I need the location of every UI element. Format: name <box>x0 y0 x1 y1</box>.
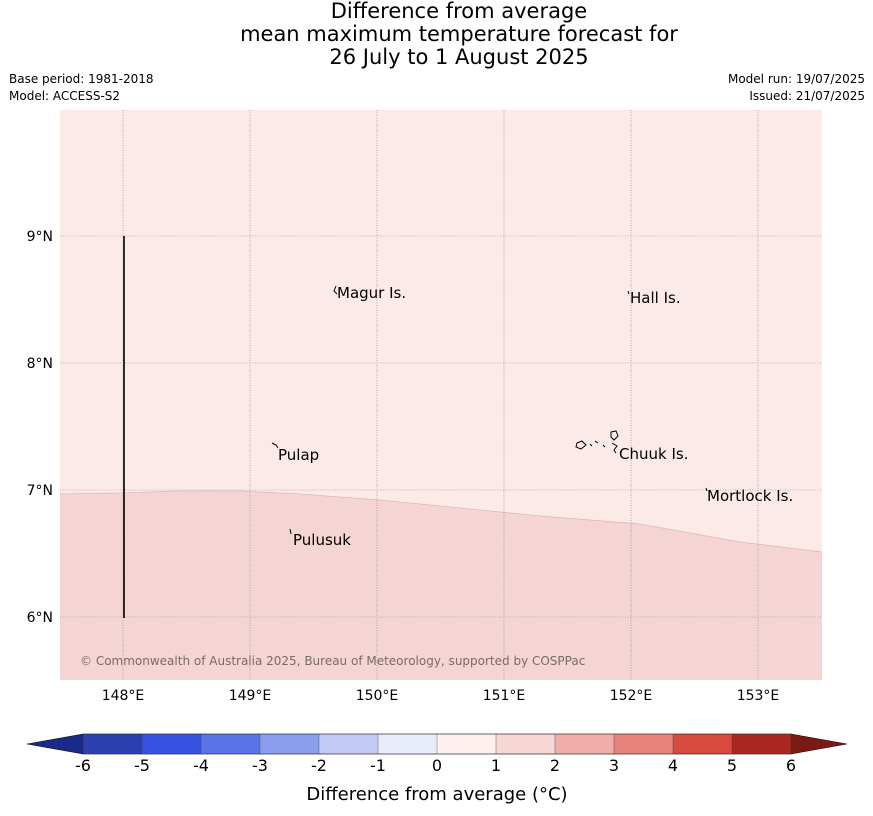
colorbar-segment <box>259 733 320 755</box>
region-anomaly-1-2 <box>60 491 822 680</box>
label-chuuk: Chuuk Is. <box>619 445 688 463</box>
colorbar-tick-label: 3 <box>609 756 619 775</box>
map-panel: Magur Is. Hall Is. Pulap Chuuk Is. Mortl… <box>59 110 823 680</box>
lat-tick-8n: 8°N <box>27 356 53 372</box>
colorbar-segment <box>200 733 261 755</box>
meta-right: Model run: 19/07/2025 Issued: 21/07/2025 <box>728 71 865 105</box>
label-hall: Hall Is. <box>630 289 681 307</box>
colorbar-segment <box>436 733 497 755</box>
copyright-notice: © Commonwealth of Australia 2025, Bureau… <box>80 654 585 668</box>
title-line-3: 26 July to 1 August 2025 <box>329 45 589 69</box>
issued-date: Issued: 21/07/2025 <box>749 89 865 103</box>
colorbar-tick-label: -4 <box>193 756 209 775</box>
model-name: Model: ACCESS-S2 <box>9 89 121 103</box>
label-pulusuk: Pulusuk <box>293 531 351 549</box>
colorbar-tick-label: 6 <box>786 756 796 775</box>
lat-tick-9n: 9°N <box>27 229 53 245</box>
colorbar-segment <box>672 733 733 755</box>
colorbar-segment <box>731 733 792 755</box>
lon-tick-152e: 152°E <box>610 688 653 704</box>
colorbar-tick-label: -2 <box>311 756 327 775</box>
island-magur <box>333 285 338 295</box>
colorbar: -6 -5 -4 -3 -2 -1 0 1 2 3 4 5 6 Difference from aver… <box>26 733 848 805</box>
colorbar-tick-label: -5 <box>134 756 150 775</box>
label-pulap: Pulap <box>278 446 319 464</box>
colorbar-tick-label: -3 <box>252 756 268 775</box>
colorbar-tick-label: 1 <box>491 756 501 775</box>
model-run: Model run: 19/07/2025 <box>727 72 865 86</box>
colorbar-tick-label: -1 <box>370 756 386 775</box>
colorbar-tick-label: 4 <box>668 756 678 775</box>
lon-tick-149e: 149°E <box>229 688 272 704</box>
island-hall <box>627 290 630 295</box>
colorbar-tick-label: 2 <box>550 756 560 775</box>
title-line-1: Difference from average <box>330 0 588 23</box>
gridlines <box>60 110 822 680</box>
colorbar-segment <box>82 733 143 755</box>
colorbar-segment <box>377 733 438 755</box>
lat-axis: 9°N 8°N 7°N 6°N <box>27 229 53 626</box>
colorbar-title: Difference from average (°C) <box>306 784 567 805</box>
lon-tick-148e: 148°E <box>102 688 145 704</box>
lon-axis: 148°E 149°E 150°E 151°E 152°E 153°E <box>102 688 780 704</box>
colorbar-tick-label: -6 <box>75 756 91 775</box>
colorbar-under-arrow <box>26 733 84 755</box>
base-period: Base period: 1981-2018 <box>9 72 154 86</box>
colorbar-frame <box>82 733 792 755</box>
label-magur: Magur Is. <box>337 284 406 302</box>
contour-line <box>59 490 823 553</box>
colorbar-tick-label: 5 <box>727 756 737 775</box>
label-mortlock: Mortlock Is. <box>707 487 793 505</box>
title-line-2: mean maximum temperature forecast for <box>240 22 678 46</box>
island-pulap <box>271 442 279 449</box>
colorbar-over-arrow <box>790 733 848 755</box>
chart-title: Difference from average mean maximum tem… <box>0 0 873 69</box>
colorbar-segment <box>318 733 379 755</box>
islands <box>271 285 708 535</box>
lon-tick-153e: 153°E <box>737 688 780 704</box>
colorbar-segment <box>613 733 674 755</box>
colorbar-segment <box>495 733 556 755</box>
lat-tick-7n: 7°N <box>27 483 53 499</box>
meta-left: Base period: 1981-2018 Model: ACCESS-S2 <box>9 71 154 105</box>
colorbar-tick-label: 0 <box>432 756 442 775</box>
lat-tick-6n: 6°N <box>27 610 53 626</box>
island-chuuk <box>575 430 619 454</box>
island-pulusuk <box>289 528 292 535</box>
island-mortlock <box>705 487 708 492</box>
colorbar-segment <box>141 733 202 755</box>
colorbar-segment <box>554 733 615 755</box>
lon-tick-151e: 151°E <box>483 688 526 704</box>
lon-tick-150e: 150°E <box>356 688 399 704</box>
